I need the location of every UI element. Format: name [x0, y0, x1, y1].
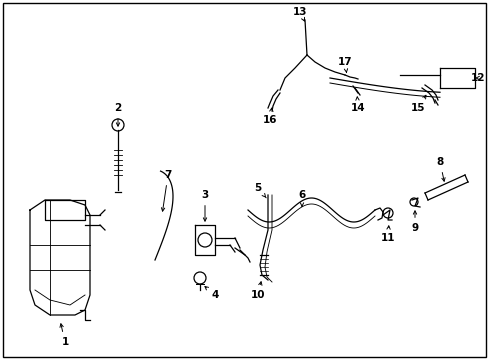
Text: 12: 12 [470, 73, 484, 83]
Text: 5: 5 [254, 183, 265, 198]
Text: 14: 14 [350, 97, 365, 113]
Text: 1: 1 [60, 324, 68, 347]
Text: 2: 2 [114, 103, 122, 126]
Text: 11: 11 [380, 226, 394, 243]
Text: 4: 4 [204, 287, 218, 300]
Text: 16: 16 [262, 108, 277, 125]
Text: 10: 10 [250, 282, 264, 300]
Text: 15: 15 [410, 95, 425, 113]
Text: 9: 9 [410, 211, 418, 233]
Text: 6: 6 [298, 190, 305, 206]
Text: 3: 3 [201, 190, 208, 221]
Text: 7: 7 [161, 170, 171, 211]
Text: 8: 8 [435, 157, 444, 181]
Text: 13: 13 [292, 7, 306, 21]
Text: 17: 17 [337, 57, 351, 73]
